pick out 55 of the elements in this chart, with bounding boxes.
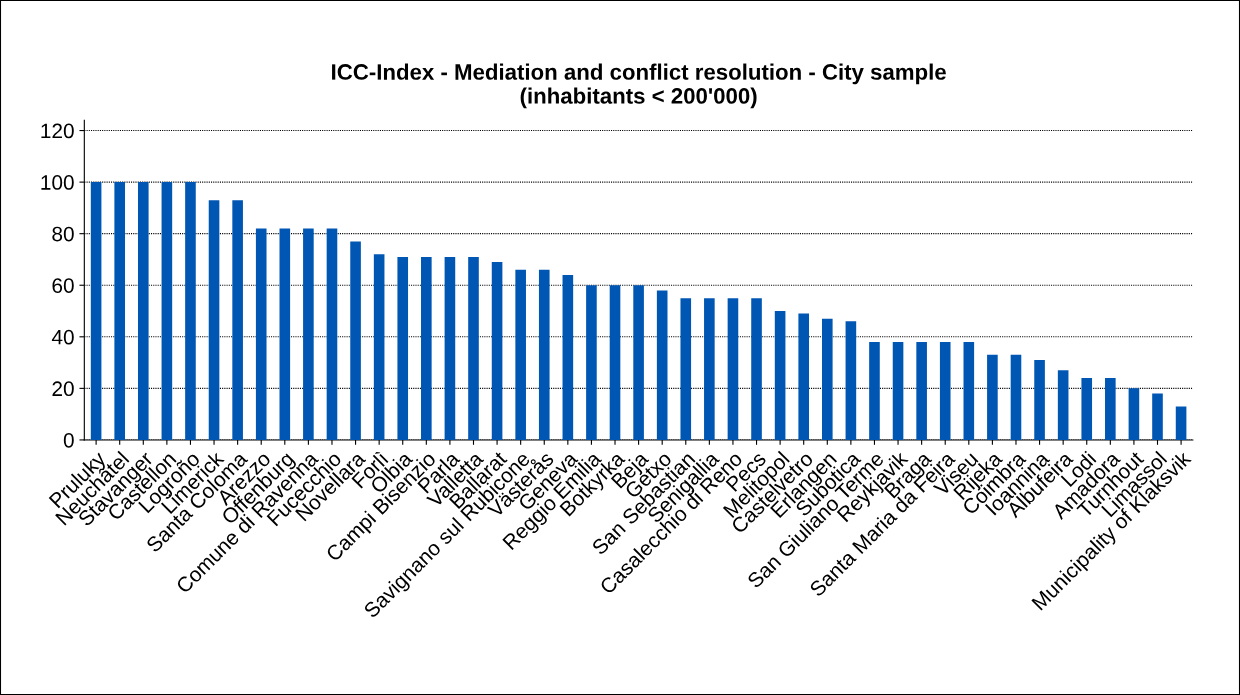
bar [1034,360,1045,440]
bar [751,298,762,440]
bar [185,182,196,440]
bar [255,228,267,440]
bar [1152,393,1163,440]
bar [727,298,739,440]
bar [208,200,220,440]
bar [515,269,526,440]
y-tick-label: 120 [41,123,74,139]
bar [326,228,338,440]
bar [350,241,361,440]
bar [892,341,904,440]
y-tick-label: 60 [52,278,74,293]
bar [90,182,102,440]
bar [538,269,550,440]
bar [704,298,715,440]
bar [303,228,314,440]
bar [586,285,597,440]
bar [279,228,291,440]
bar [491,262,503,440]
bar [774,311,786,440]
bar [468,256,479,440]
y-tick-label: 100 [41,175,74,190]
chart-title: ICC-Index - Mediation and conflict resolution - City sample (inhabitants < 200'000) [332,63,946,109]
bar [633,285,644,440]
bar [939,341,951,440]
y-tick-label: 20 [52,381,74,397]
bar [916,341,927,440]
bar [680,298,692,440]
bar [798,313,810,440]
bar [373,254,385,440]
bar [232,200,243,440]
bar [161,182,173,440]
bar [137,182,149,440]
y-tick-label: 80 [52,226,74,242]
bar [963,341,975,440]
bar [1081,378,1093,440]
bar [845,321,857,440]
bar [1057,370,1069,440]
bar [444,256,456,440]
bar [114,182,126,440]
bar [869,341,880,440]
y-tick-label: 0 [63,432,74,448]
y-tick-label: 40 [51,329,74,345]
bar [656,290,668,440]
bar [1175,406,1187,440]
bar [1010,354,1022,440]
bar [1128,388,1140,440]
bar [421,256,432,440]
bar [1105,378,1116,440]
bar [609,285,621,440]
bar [562,274,574,440]
bar [821,318,833,440]
bar [397,256,409,440]
bar [987,354,998,440]
